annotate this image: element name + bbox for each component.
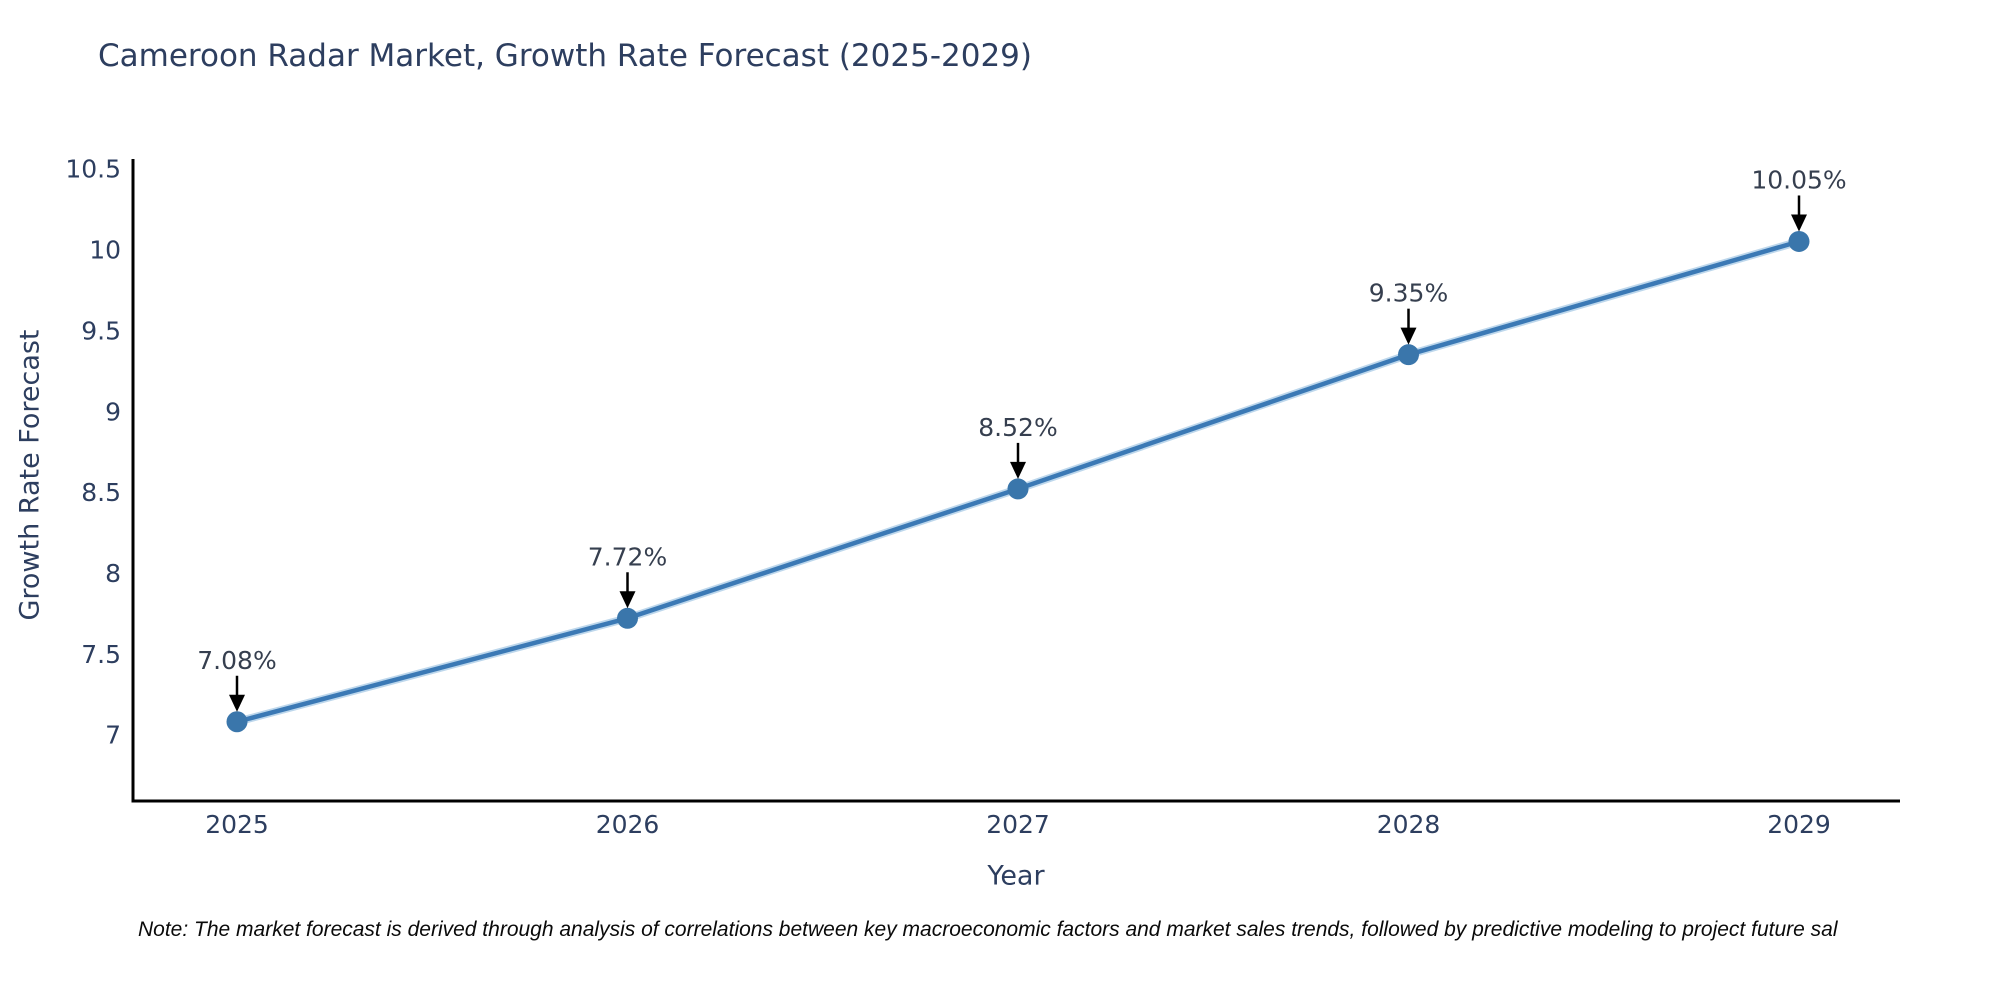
annotation-arrowhead [229,694,245,712]
x-tick-label: 2025 [205,810,269,839]
y-tick-label: 9 [105,397,121,426]
annotation-arrowhead [1400,327,1417,345]
y-tick-label: 10.5 [65,155,121,184]
y-tick-label: 8 [105,559,121,588]
chart-footnote: Note: The market forecast is derived thr… [138,918,1838,941]
y-tick-label: 10 [89,236,121,265]
data-point-marker[interactable] [1007,478,1029,500]
data-point-marker[interactable] [1398,344,1419,366]
annotation-arrowhead [619,591,636,609]
data-point-label: 7.72% [588,542,667,571]
y-tick-label: 9.5 [81,316,121,345]
annotation-arrowhead [1791,214,1807,232]
data-point-marker[interactable] [1788,230,1810,252]
axis-lines [131,159,1900,803]
x-axis-title: Year [987,860,1045,892]
data-point-label: 8.52% [978,413,1057,442]
data-point-marker[interactable] [617,607,638,629]
chart-title: Cameroon Radar Market, Growth Rate Forec… [98,38,1032,74]
data-point-label: 10.05% [1751,165,1846,194]
y-tick-label: 7.5 [81,640,121,669]
x-tick-label: 2027 [986,810,1050,839]
x-tick-label: 2026 [596,810,660,839]
y-tick-label: 8.5 [81,478,121,507]
data-point-label: 7.08% [197,646,276,675]
x-tick-label: 2029 [1767,810,1831,839]
annotation-arrowhead [1010,461,1026,479]
data-point-label: 9.35% [1369,279,1448,308]
data-point-marker[interactable] [226,711,248,733]
x-tick-label: 2028 [1377,810,1441,839]
y-tick-label: 7 [105,721,121,750]
